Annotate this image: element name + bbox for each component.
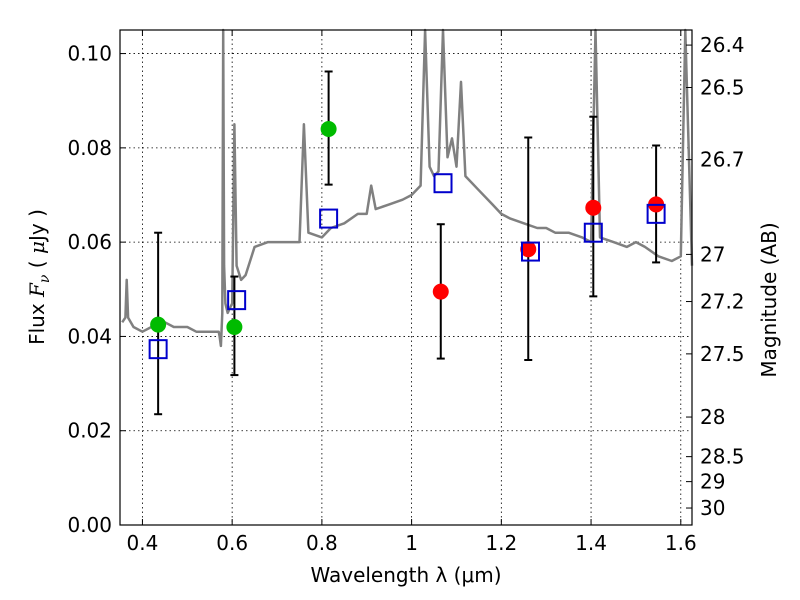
magnitude-tick-label: 27.5 xyxy=(700,342,745,366)
magnitude-tick-label: 26.4 xyxy=(700,33,745,57)
data-point-circle xyxy=(226,319,243,335)
y-tick-label: 0.00 xyxy=(67,513,112,537)
x-tick-label: 0.6 xyxy=(216,531,248,555)
plot-frame xyxy=(119,29,693,526)
magnitude-tick-label: 26.7 xyxy=(700,148,745,172)
data-point-circle xyxy=(320,121,337,137)
x-axis-label: Wavelength λ (μm) xyxy=(310,563,501,587)
y-tick-label: 0.04 xyxy=(67,324,112,348)
data-point-square xyxy=(148,339,168,360)
sed-model-line xyxy=(121,28,694,348)
sed-model-layer xyxy=(121,28,694,348)
magnitude-tick-label: 27 xyxy=(700,242,725,266)
x-tick-label: 1 xyxy=(405,531,418,555)
marker-layer xyxy=(148,121,666,360)
magnitude-tick-label: 28 xyxy=(700,405,725,429)
data-point-square xyxy=(520,241,540,262)
magnitude-tick-label: 28.5 xyxy=(700,445,745,469)
y-tick-label: 0.10 xyxy=(67,42,112,66)
data-point-circle xyxy=(150,316,167,333)
y-axis-label: Flux Fν ( μJy ) xyxy=(25,209,53,345)
tick-layer: 0.4 0.6 0.8 1 1.2 1.4 1.6 0.00 0.02 0.04 0.06 0.08 0… xyxy=(67,30,745,555)
x-tick-label: 1.4 xyxy=(575,531,607,555)
magnitude-tick-label: 27.2 xyxy=(700,290,745,314)
x-tick-label: 1.2 xyxy=(485,531,517,555)
y-tick-label: 0.08 xyxy=(67,136,112,160)
magnitude-tick-label: 26.5 xyxy=(700,76,745,100)
y-axis-right-label: Magnitude (AB) xyxy=(757,222,781,377)
x-tick-label: 0.4 xyxy=(127,531,159,555)
data-point-square xyxy=(227,290,247,311)
x-tick-label: 0.8 xyxy=(306,531,338,555)
magnitude-tick-label: 30 xyxy=(700,496,725,520)
data-point-circle xyxy=(432,283,449,300)
y-tick-label: 0.02 xyxy=(67,419,112,443)
errorbar-layer xyxy=(154,70,661,416)
y-tick-label: 0.06 xyxy=(67,230,112,254)
data-point-square xyxy=(433,173,453,194)
grid-lines xyxy=(120,30,692,526)
x-tick-label: 1.6 xyxy=(665,531,697,555)
data-point-circle xyxy=(585,199,602,216)
data-point-circle xyxy=(520,241,537,258)
data-point-square xyxy=(646,203,666,224)
magnitude-tick-label: 29 xyxy=(700,470,725,494)
data-point-square xyxy=(319,208,339,229)
data-point-square xyxy=(583,222,603,243)
